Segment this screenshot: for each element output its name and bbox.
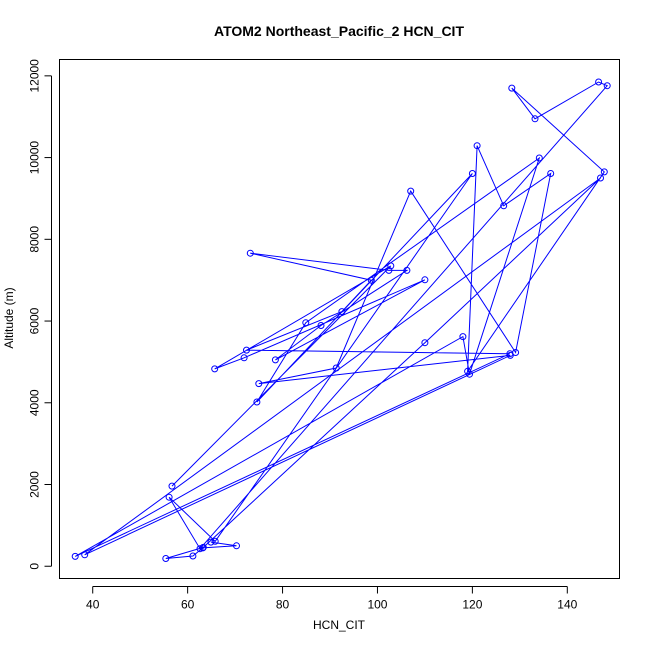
data-point bbox=[233, 542, 240, 550]
x-tick-label: 40 bbox=[86, 598, 100, 612]
y-axis-label: Altitude (m) bbox=[2, 287, 16, 348]
data-point bbox=[253, 398, 261, 406]
x-tick-label: 140 bbox=[557, 598, 577, 612]
data-point bbox=[211, 365, 219, 373]
data-point bbox=[473, 142, 481, 150]
data-point bbox=[255, 380, 263, 388]
x-tick-label: 80 bbox=[276, 598, 290, 612]
data-point bbox=[207, 538, 215, 546]
y-tick-label: 2000 bbox=[28, 471, 42, 498]
series-line bbox=[74, 81, 609, 559]
data-point bbox=[81, 551, 89, 559]
data-point bbox=[508, 84, 516, 92]
y-tick-label: 10000 bbox=[28, 141, 42, 175]
data-point bbox=[338, 308, 346, 316]
data-point bbox=[271, 356, 279, 364]
data-point bbox=[199, 543, 207, 551]
data-point bbox=[421, 339, 429, 347]
data-point bbox=[243, 346, 250, 354]
y-tick-label: 8000 bbox=[28, 226, 42, 253]
data-point bbox=[317, 322, 325, 329]
data-point bbox=[595, 78, 603, 86]
x-tick-label: 100 bbox=[367, 598, 387, 612]
data-point bbox=[168, 482, 176, 490]
data-point bbox=[531, 115, 539, 123]
data-point bbox=[196, 545, 204, 553]
data-point bbox=[162, 555, 170, 562]
data-point bbox=[367, 276, 375, 284]
data-point bbox=[506, 350, 514, 358]
data-point bbox=[165, 493, 173, 501]
data-point bbox=[332, 364, 340, 372]
data-point bbox=[466, 370, 473, 378]
data-point bbox=[421, 276, 429, 284]
y-tick-label: 6000 bbox=[28, 307, 42, 334]
data-point bbox=[302, 319, 310, 327]
x-axis: 40 60 80 100 120 140 bbox=[86, 586, 578, 612]
data-point bbox=[403, 266, 411, 274]
series-hcn-cit bbox=[71, 78, 611, 562]
data-point bbox=[407, 187, 415, 195]
y-tick-label: 4000 bbox=[28, 389, 42, 416]
data-point bbox=[603, 82, 611, 90]
data-point bbox=[459, 333, 467, 341]
y-axis: 0 2000 4000 6000 8000 10000 12000 bbox=[28, 59, 52, 570]
data-point bbox=[600, 168, 608, 176]
data-point bbox=[468, 170, 476, 177]
data-point bbox=[597, 174, 604, 182]
data-point bbox=[71, 552, 79, 560]
data-point bbox=[500, 202, 508, 210]
chart-title: ATOM2 Northeast_Pacific_2 HCN_CIT bbox=[214, 23, 464, 39]
data-point bbox=[189, 552, 197, 560]
data-point bbox=[547, 170, 555, 177]
data-point bbox=[211, 537, 219, 545]
x-axis-label: HCN_CIT bbox=[313, 618, 366, 632]
plot-frame bbox=[59, 59, 620, 579]
data-point bbox=[387, 262, 395, 270]
y-tick-label: 12000 bbox=[28, 59, 42, 93]
data-point bbox=[246, 249, 254, 257]
data-point bbox=[240, 354, 248, 362]
data-point bbox=[385, 266, 393, 274]
x-tick-label: 120 bbox=[462, 598, 482, 612]
y-tick-label: 0 bbox=[28, 563, 42, 570]
data-point bbox=[535, 154, 543, 162]
x-tick-label: 60 bbox=[181, 598, 195, 612]
